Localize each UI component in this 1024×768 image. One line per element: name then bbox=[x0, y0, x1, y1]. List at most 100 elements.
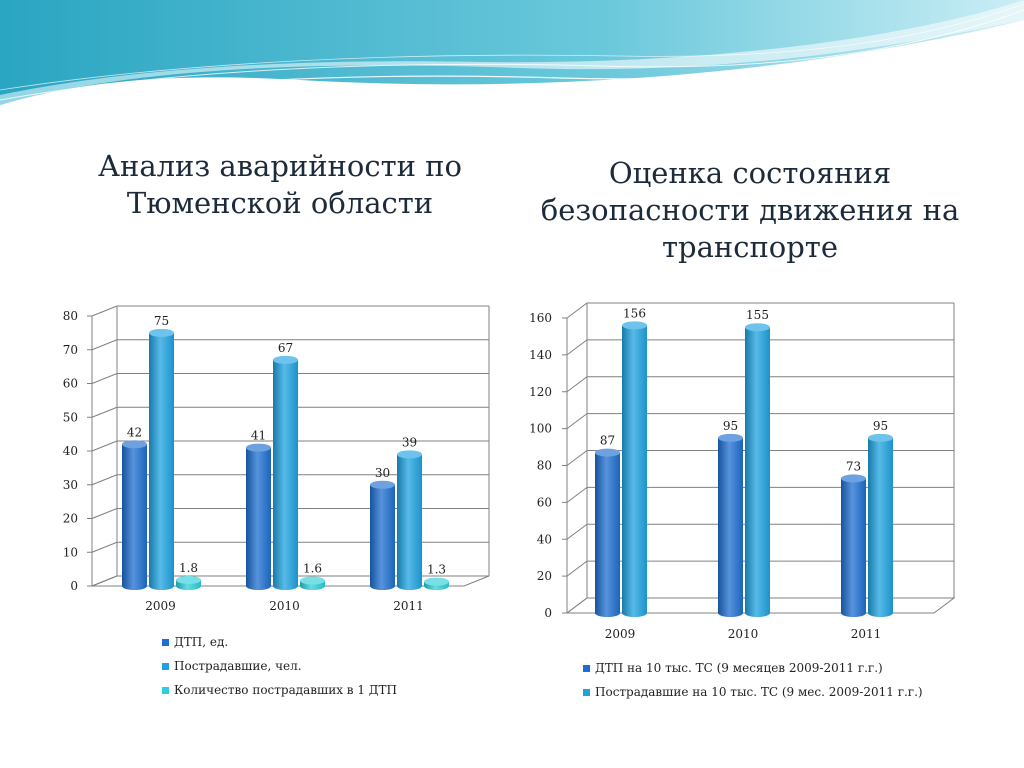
x-tick-label: 2009 bbox=[605, 627, 636, 641]
data-label: 1.6 bbox=[303, 562, 322, 576]
data-label: 39 bbox=[402, 435, 417, 449]
gridline-side bbox=[91, 474, 118, 486]
legend-item: ДТП на 10 тыс. ТС (9 месяцев 2009-2011 г… bbox=[583, 656, 923, 680]
y-tick-label: 60 bbox=[63, 377, 78, 391]
legend-item: Пострадавшие, чел. bbox=[162, 654, 397, 678]
data-label: 67 bbox=[278, 341, 293, 355]
gridline-side bbox=[91, 541, 118, 553]
y-tick-label: 80 bbox=[537, 459, 552, 473]
bar-top bbox=[246, 443, 271, 452]
y-tick-label: 100 bbox=[529, 422, 552, 436]
gridline-side bbox=[566, 450, 588, 466]
legend-item: Количество пострадавших в 1 ДТП bbox=[162, 678, 397, 702]
bar bbox=[868, 437, 893, 617]
y-tick-label: 20 bbox=[63, 512, 78, 526]
x-tick-label: 2010 bbox=[269, 599, 300, 613]
legend-swatch-victims bbox=[162, 662, 169, 670]
gridline-side bbox=[91, 440, 118, 452]
data-label: 1.3 bbox=[427, 563, 446, 577]
bar bbox=[622, 325, 647, 617]
gridline-side bbox=[566, 413, 588, 430]
x-tick-label: 2010 bbox=[728, 627, 759, 641]
bar-top bbox=[718, 433, 743, 442]
data-label: 41 bbox=[251, 429, 266, 443]
x-tick-label: 2011 bbox=[851, 627, 882, 641]
x-tick-label: 2009 bbox=[145, 599, 176, 613]
title-accident-analysis: Анализ аварийности по Тюменской области bbox=[98, 149, 462, 220]
y-tick-label: 30 bbox=[63, 478, 78, 492]
gridline-side bbox=[566, 376, 588, 393]
bar-top bbox=[149, 328, 174, 337]
chart-safety-assessment: 0 20 40 60 80 100 120 140 160 87 156 2009 95 155 2010 7… bbox=[529, 302, 956, 641]
legend-swatch-dtp-per-10k bbox=[583, 664, 590, 672]
bar bbox=[273, 359, 298, 590]
header-wave-decoration bbox=[0, 0, 1024, 111]
bar-top bbox=[176, 575, 201, 584]
x-tick-label: 2011 bbox=[393, 599, 424, 613]
gridline-side bbox=[91, 339, 118, 351]
bar bbox=[122, 444, 147, 590]
y-tick-label: 0 bbox=[70, 579, 78, 593]
bar bbox=[370, 484, 395, 590]
floor bbox=[565, 597, 956, 614]
bar-top bbox=[273, 355, 298, 364]
data-label: 30 bbox=[375, 466, 390, 480]
data-label: 1.8 bbox=[179, 561, 198, 575]
legend-label: Количество пострадавших в 1 ДТП bbox=[174, 683, 398, 697]
bar-top bbox=[868, 433, 893, 442]
data-label: 155 bbox=[746, 308, 769, 322]
gridline-side bbox=[91, 508, 118, 519]
bar-top bbox=[122, 440, 147, 449]
gridline-side bbox=[91, 406, 118, 418]
y-tick-label: 40 bbox=[537, 532, 552, 546]
y-tick-label: 160 bbox=[529, 311, 552, 325]
gridline-side bbox=[566, 560, 588, 577]
gridline-side bbox=[91, 305, 118, 317]
y-tick-label: 20 bbox=[537, 569, 552, 583]
floor bbox=[91, 575, 490, 587]
y-tick-label: 0 bbox=[544, 606, 552, 620]
data-label: 75 bbox=[154, 314, 169, 328]
gridline-side bbox=[566, 523, 588, 540]
legend-item: Пострадавшие на 10 тыс. ТС (9 мес. 2009-… bbox=[583, 680, 923, 704]
legend-left-chart: ДТП, ед. Пострадавшие, чел. Количество п… bbox=[162, 630, 397, 702]
data-label: 95 bbox=[873, 419, 888, 433]
bar-top bbox=[397, 450, 422, 459]
y-tick-label: 70 bbox=[63, 343, 78, 357]
gridline-side bbox=[566, 339, 588, 356]
y-tick-label: 10 bbox=[63, 545, 78, 559]
chart-accident-analysis: 0 10 20 30 40 50 60 70 80 42 75 1.8 2009 41 67 1.6 2010 3… bbox=[63, 305, 490, 613]
bar-top bbox=[370, 480, 395, 489]
gridline-side bbox=[91, 373, 118, 384]
data-label: 95 bbox=[723, 419, 738, 433]
gridline-side bbox=[566, 486, 588, 503]
bar bbox=[841, 478, 866, 617]
y-tick-label: 40 bbox=[63, 444, 78, 458]
bar bbox=[397, 454, 422, 590]
legend-swatch-victims-per-10k bbox=[583, 688, 590, 696]
title-traffic-safety-assessment: Оценка состояния безопасности движения н… bbox=[540, 156, 960, 264]
legend-swatch-dtp bbox=[162, 638, 169, 646]
data-label: 156 bbox=[623, 306, 646, 320]
y-tick-label: 80 bbox=[63, 309, 78, 323]
bar bbox=[718, 437, 743, 617]
bar-top bbox=[841, 474, 866, 483]
bar-top bbox=[622, 321, 647, 330]
bar-top bbox=[424, 577, 449, 586]
bar bbox=[149, 332, 174, 590]
legend-label: Пострадавшие, чел. bbox=[174, 659, 302, 673]
legend-label: ДТП на 10 тыс. ТС (9 месяцев 2009-2011 г… bbox=[595, 661, 883, 675]
bar bbox=[595, 452, 620, 617]
y-tick-label: 50 bbox=[63, 410, 78, 424]
bar bbox=[745, 327, 770, 617]
bar-top bbox=[595, 448, 620, 457]
bar bbox=[246, 447, 271, 590]
bar-top bbox=[300, 576, 325, 585]
data-label: 87 bbox=[600, 434, 615, 448]
y-tick-label: 60 bbox=[537, 495, 552, 509]
legend-right-chart: ДТП на 10 тыс. ТС (9 месяцев 2009-2011 г… bbox=[583, 656, 923, 704]
y-tick-label: 140 bbox=[529, 348, 552, 362]
legend-label: ДТП, ед. bbox=[174, 635, 229, 649]
legend-item: ДТП, ед. bbox=[162, 630, 397, 654]
